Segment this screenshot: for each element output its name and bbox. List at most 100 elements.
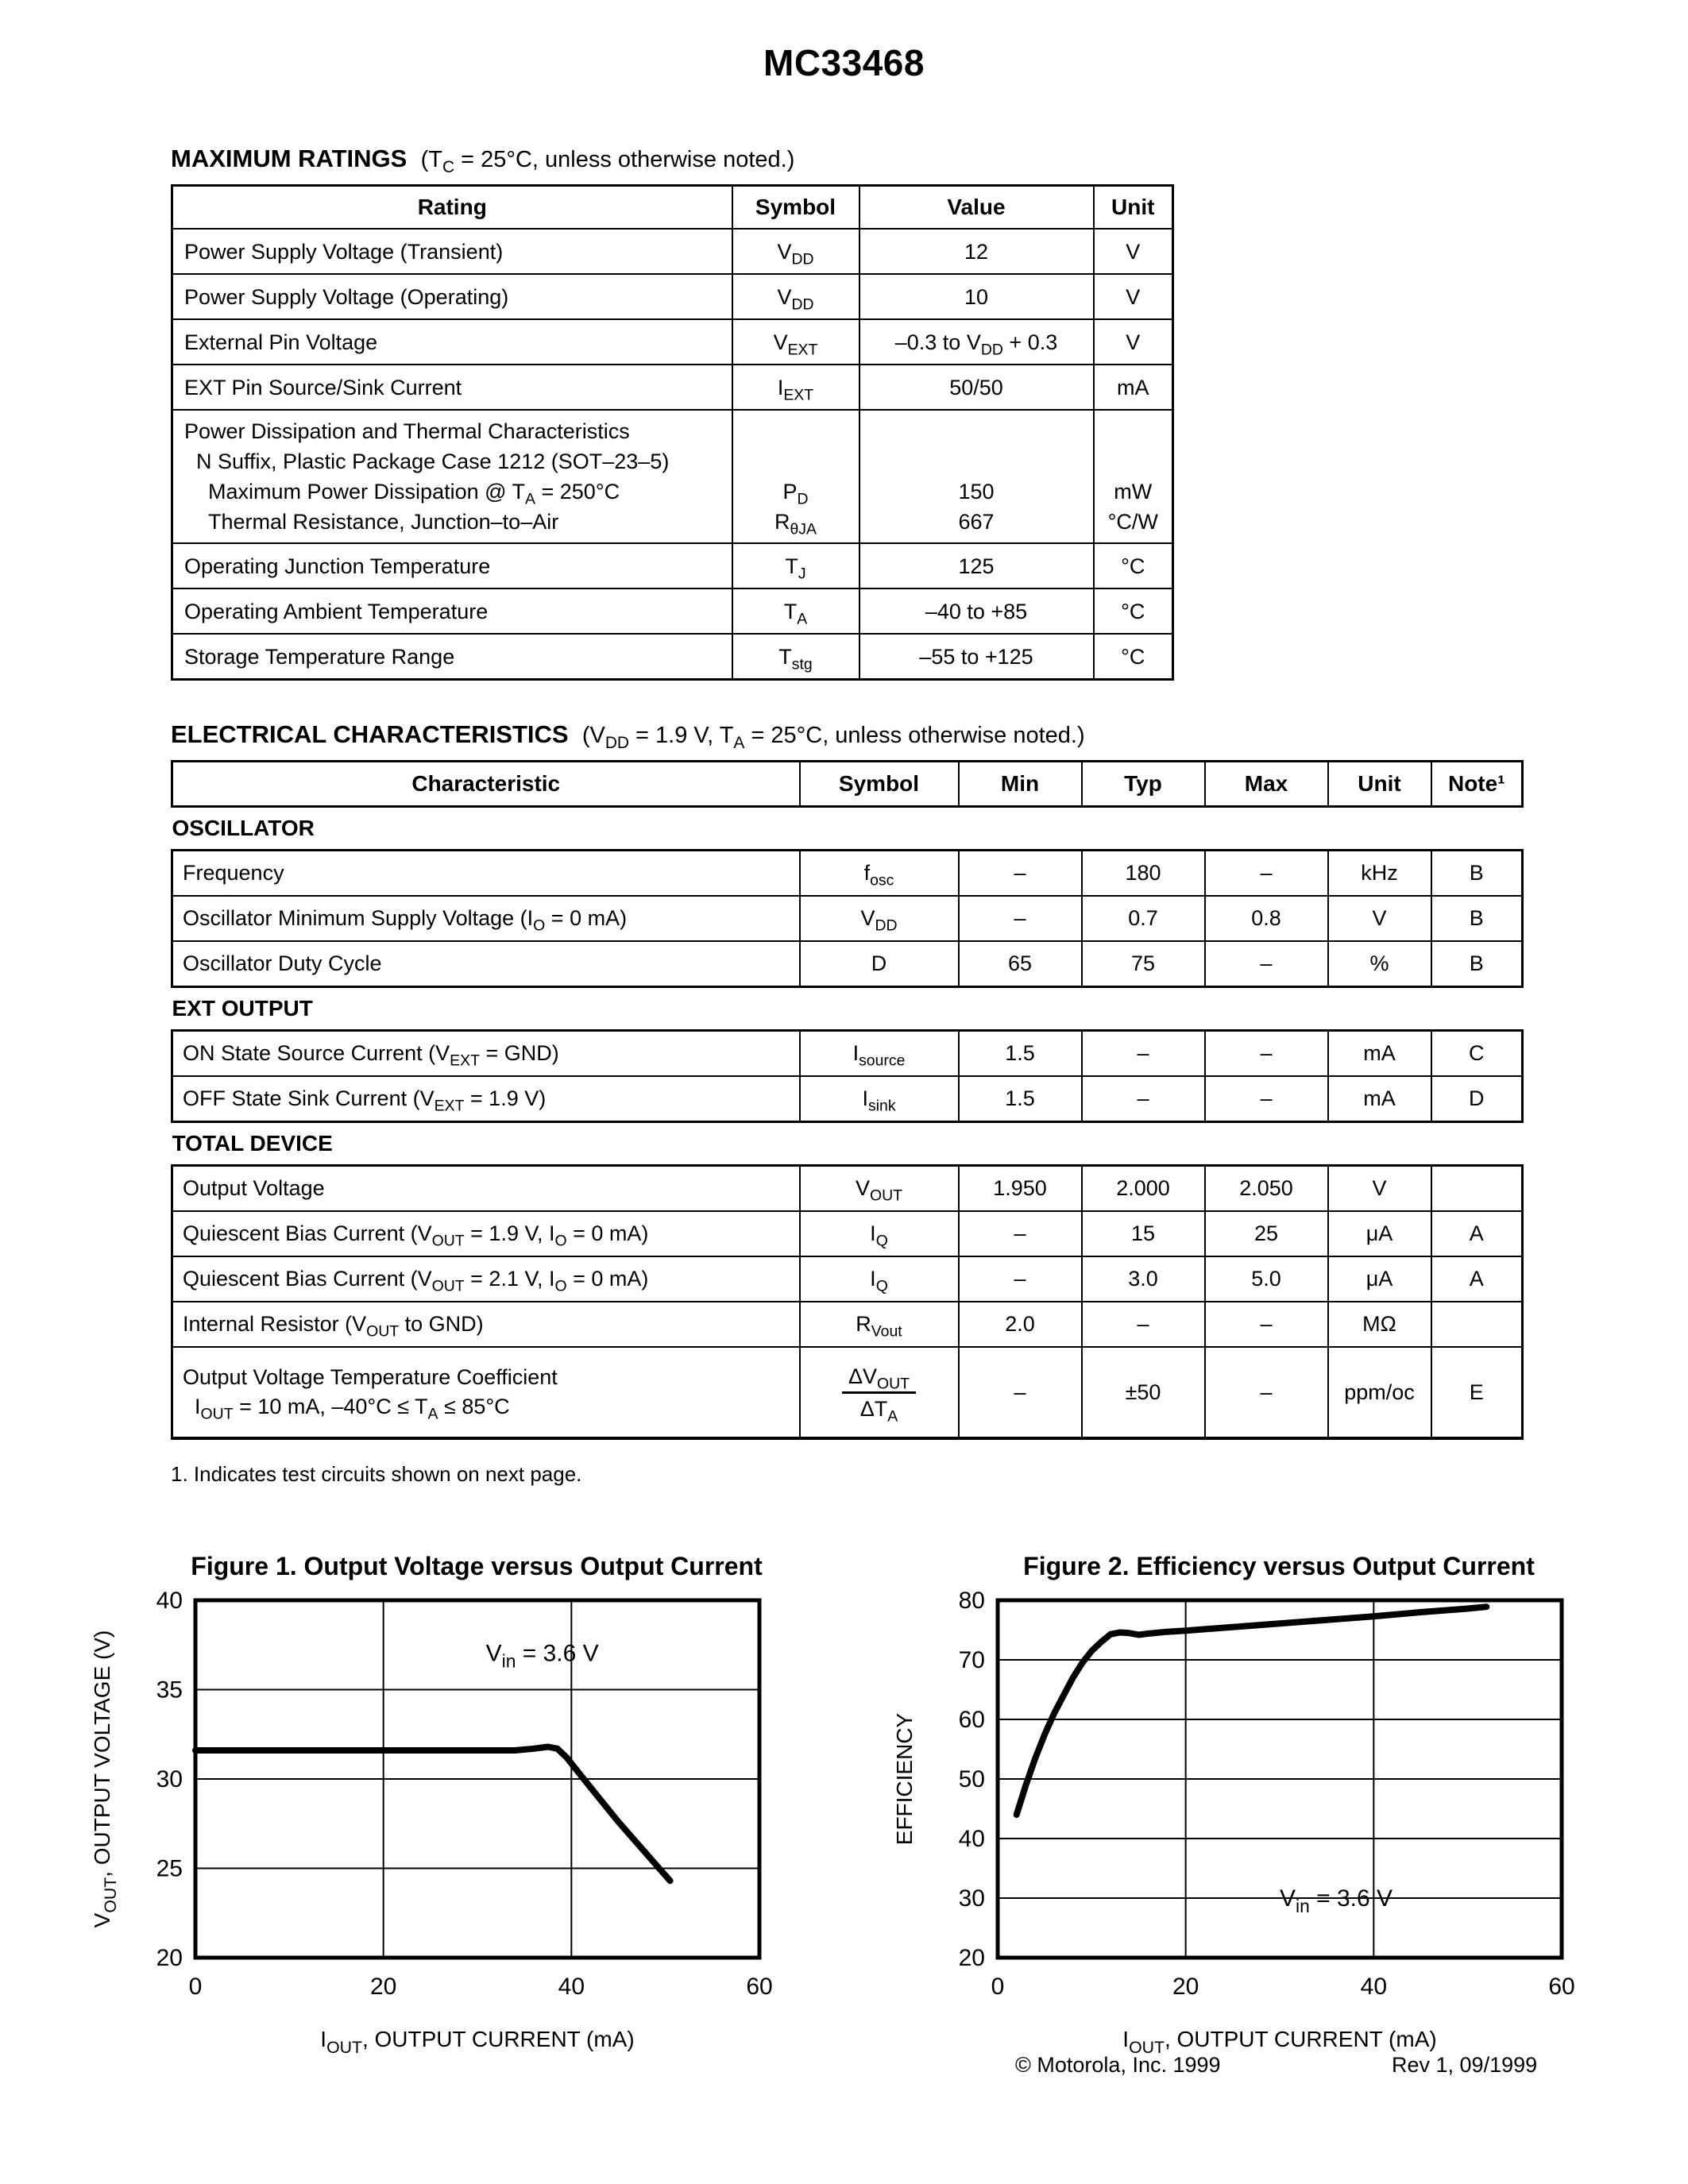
rating-cell: Storage Temperature Range [171, 633, 733, 681]
footer-copyright: © Motorola, Inc. 1999 [1015, 2053, 1221, 2077]
min-cell: – [957, 1210, 1083, 1257]
cell-line: ON State Source Current (VEXT = GND) [183, 1041, 559, 1070]
cell-lines: 150 667 [861, 477, 1092, 537]
cell-line: RVout [856, 1312, 902, 1341]
note-cell: B [1430, 940, 1524, 988]
section-row: EXT OUTPUT [172, 986, 1523, 1032]
cell-line: 2.0 [1005, 1312, 1035, 1336]
cell-line: °C [1121, 644, 1145, 669]
cell-lines: Power Supply Voltage (Operating) [174, 282, 731, 312]
table-row: Quiescent Bias Current (VOUT = 2.1 V, IO… [171, 1256, 1524, 1302]
cell-line: EXT Pin Source/Sink Current [184, 375, 462, 399]
cell-line: D [1469, 1086, 1485, 1110]
column-header-symbol: Symbol [798, 760, 960, 808]
symbol-cell: IQ [798, 1256, 960, 1302]
max-ratings-condition: (TC = 25°C, unless otherwise noted.) [420, 147, 795, 176]
cell-lines: MΩ [1330, 1310, 1430, 1339]
cell-line: ppm/oc [1344, 1379, 1415, 1404]
unit-cell: °C [1092, 542, 1174, 589]
max-cell: 0.8 [1203, 895, 1329, 942]
cell-line: Maximum Power Dissipation @ TA = 250°C [184, 480, 620, 508]
cell-lines: mA [1330, 1084, 1430, 1113]
min-cell: – [957, 1256, 1083, 1302]
cell-lines: 25 [1207, 1219, 1327, 1248]
cell-lines: D [1433, 1084, 1520, 1113]
column-header-note: Note¹ [1430, 760, 1524, 808]
min-cell: – [957, 1346, 1083, 1440]
cell-line: B [1469, 861, 1484, 885]
cell-line: V [1372, 906, 1387, 930]
table-row: OFF State Sink Current (VEXT = 1.9 V) Isi… [171, 1075, 1524, 1123]
cell-lines: Output Voltage [175, 1174, 798, 1203]
y-tick-label: 50 [959, 1766, 985, 1792]
typ-cell: – [1080, 1301, 1206, 1348]
value-cell: 150 667 [858, 409, 1095, 544]
cell-line: 180 [1125, 861, 1161, 885]
cell-line: PD [782, 480, 809, 508]
cell-line: % [1369, 951, 1389, 975]
symbol-cell: fosc [798, 849, 960, 897]
cell-line: – [1260, 1041, 1273, 1065]
cell-lines: RVout [802, 1310, 957, 1341]
x-tick-label: 60 [1548, 1974, 1574, 2000]
unit-cell: mA [1327, 1029, 1432, 1077]
characteristic-cell: Output Voltage Temperature Coefficient I… [171, 1346, 801, 1440]
cell-lines: – [1083, 1084, 1203, 1113]
note-cell [1430, 1164, 1524, 1212]
gridlines [195, 1600, 759, 1958]
x-tick-label: 20 [370, 1974, 396, 2000]
note-cell: B [1430, 849, 1524, 897]
cell-line: Quiescent Bias Current (VOUT = 2.1 V, IO… [183, 1267, 649, 1295]
cell-lines: μA [1330, 1264, 1430, 1294]
rating-cell: Power Dissipation and Thermal Characteri… [171, 409, 733, 544]
max-ratings-header: Rating Symbol Value Unit [171, 184, 1174, 230]
cell-line: Operating Ambient Temperature [184, 599, 489, 623]
cell-line: 75 [1130, 951, 1156, 975]
max-cell: – [1203, 1029, 1329, 1077]
cell-lines: – [1083, 1310, 1203, 1339]
cell-line: External Pin Voltage [184, 330, 378, 354]
symbol-cell: IQ [798, 1210, 960, 1257]
cell-line: mA [1363, 1086, 1396, 1110]
elec-char-body: OSCILLATOR Frequency fosc –180– kHz B Oscillat… [171, 805, 1524, 1440]
table-row: Oscillator Duty Cycle D 65 75 –% B [171, 940, 1524, 988]
cell-lines: TA [734, 596, 858, 627]
max-cell: – [1203, 1346, 1329, 1440]
note-cell: A [1430, 1210, 1524, 1257]
characteristic-cell: Internal Resistor (VOUT to GND) [171, 1301, 801, 1348]
cell-lines: 125 [861, 551, 1092, 581]
cell-lines: Operating Junction Temperature [174, 551, 731, 581]
column-header-min: Min [957, 760, 1083, 808]
cell-line: Power Supply Voltage (Transient) [184, 239, 504, 264]
cell-line: Internal Resistor (VOUT to GND) [183, 1312, 484, 1341]
y-tick-label: 60 [959, 1707, 985, 1733]
gridlines [998, 1600, 1562, 1958]
rating-cell: Operating Junction Temperature [171, 542, 733, 589]
unit-cell: kHz [1327, 849, 1432, 897]
x-tick-label: 0 [189, 1974, 203, 2000]
unit-cell: % [1327, 940, 1432, 988]
characteristic-cell: OFF State Sink Current (VEXT = 1.9 V) [171, 1075, 801, 1123]
cell-line: 1.5 [1005, 1041, 1035, 1065]
cell-lines: 0.7 [1083, 904, 1203, 933]
cell-line: μA [1365, 1267, 1393, 1291]
rating-cell: Power Supply Voltage (Operating) [171, 273, 733, 320]
cell-line: mA [1363, 1041, 1396, 1065]
cell-line: MΩ [1362, 1312, 1396, 1336]
note-cell: A [1430, 1256, 1524, 1302]
rating-cell: Power Supply Voltage (Transient) [171, 228, 733, 275]
y-tick-label: 20 [959, 1945, 985, 1971]
cell-line: °C [1121, 554, 1145, 578]
cell-lines: 3.0 [1083, 1264, 1203, 1294]
characteristic-cell: Quiescent Bias Current (VOUT = 2.1 V, IO… [171, 1256, 801, 1302]
cell-line: 50/50 [949, 375, 1003, 399]
cell-lines: – [1207, 1310, 1327, 1339]
cell-line: VDD [860, 906, 898, 935]
cell-lines: V [1330, 1174, 1430, 1203]
y-tick-label: 20 [156, 1945, 183, 1971]
symbol-cell: TJ [731, 542, 860, 589]
y-axis-label: EFFICIENCY [892, 1712, 917, 1845]
section-header: OSCILLATOR [172, 805, 1523, 851]
cell-line: – [1260, 951, 1273, 975]
